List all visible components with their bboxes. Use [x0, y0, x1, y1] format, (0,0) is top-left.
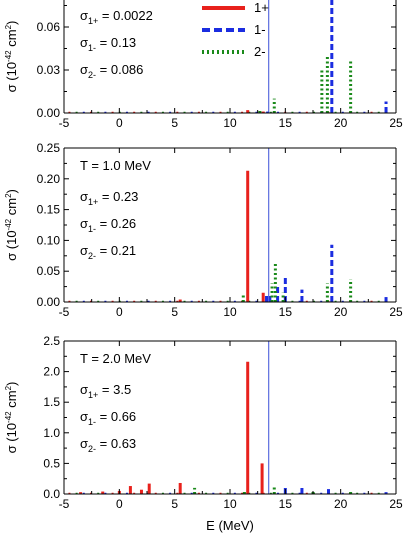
x-tick-label: 15	[279, 116, 293, 130]
sigma-annotation-s1p: σ1+ = 3.5	[80, 382, 131, 400]
x-tick-label: 10	[223, 116, 237, 130]
sigma-annotation-s1m: σ1- = 0.13	[80, 35, 136, 53]
x-tick-label: -5	[59, 116, 70, 130]
x-tick-label: 5	[171, 116, 178, 130]
y-tick-label: 0.0	[43, 487, 60, 501]
legend-label-1minus: 1-	[254, 22, 266, 37]
sigma-annotation-s1p: σ1+ = 0.0022	[80, 8, 153, 26]
y-axis-label: σ (10-42 cm2)	[4, 382, 19, 454]
y-tick-label: 0.10	[37, 233, 61, 247]
x-tick-label: 25	[389, 305, 403, 319]
sigma-annotation-s2m: σ2- = 0.21	[80, 243, 136, 261]
sigma-annotation-s1p: σ1+ = 0.23	[80, 189, 138, 207]
y-tick-label: 2.5	[43, 334, 60, 348]
y-tick-label: 0.05	[37, 264, 61, 278]
x-tick-label: 5	[171, 497, 178, 511]
panel-bottom: -5 0 5 10 15 20 25 0.0 0.5 1.0 1.5 2.0 2.5 σ (10-42 c…	[4, 334, 403, 511]
x-tick-label: 10	[223, 497, 237, 511]
x-tick-label: 20	[334, 116, 348, 130]
y-tick-label: 0.06	[37, 20, 61, 34]
legend-label-1plus: 1+	[254, 0, 269, 15]
panel-middle: -5 0 5 10 15 20 25 0.00 0.05 0.10 0.15 0.20 0.25 σ (1…	[4, 141, 403, 319]
x-tick-label: 0	[116, 116, 123, 130]
x-tick-label: 20	[334, 305, 348, 319]
x-tick-label: 25	[389, 116, 403, 130]
y-tick-label: 0.03	[37, 63, 61, 77]
x-axis-label: E (MeV)	[206, 518, 254, 533]
x-tick-label: 25	[389, 497, 403, 511]
bars-middle	[178, 170, 388, 302]
x-tick-label: -5	[59, 497, 70, 511]
x-tick-label: 0	[116, 497, 123, 511]
legend-label-2minus: 2-	[254, 44, 266, 59]
x-tick-label: 15	[279, 497, 293, 511]
y-tick-label: 0.25	[37, 141, 61, 155]
y-tick-label: 0.00	[37, 295, 61, 309]
x-tick-label: 10	[223, 305, 237, 319]
x-tick-label: 0	[116, 305, 123, 319]
y-tick-label: 0.15	[37, 203, 61, 217]
sigma-annotation-s1m: σ1- = 0.26	[80, 216, 136, 234]
sigma-annotation-s1m: σ1- = 0.66	[80, 409, 136, 427]
x-tick-label: 5	[171, 305, 178, 319]
y-tick-label: 0.5	[43, 456, 60, 470]
y-axis-label: σ (10-42 cm2)	[4, 189, 19, 261]
x-tick-label: 15	[279, 305, 293, 319]
x-tick-label: 20	[334, 497, 348, 511]
y-tick-label: 1.5	[43, 395, 60, 409]
temperature-label: T = 2.0 MeV	[80, 351, 151, 366]
chart-legend: 1+ 1- 2-	[202, 0, 269, 59]
sigma-annotation-s2m: σ2- = 0.086	[80, 62, 143, 80]
y-tick-label: 0.20	[37, 172, 61, 186]
y-tick-label: 2.0	[43, 365, 60, 379]
sigma-annotation-s2m: σ2- = 0.63	[80, 436, 136, 454]
x-tick-label: -5	[59, 305, 70, 319]
y-axis-label: σ (10-42 cm2)	[4, 21, 19, 93]
temperature-label: T = 1.0 MeV	[80, 158, 151, 173]
y-tick-label: 1.0	[43, 426, 60, 440]
y-tick-label: 0.00	[37, 106, 61, 120]
